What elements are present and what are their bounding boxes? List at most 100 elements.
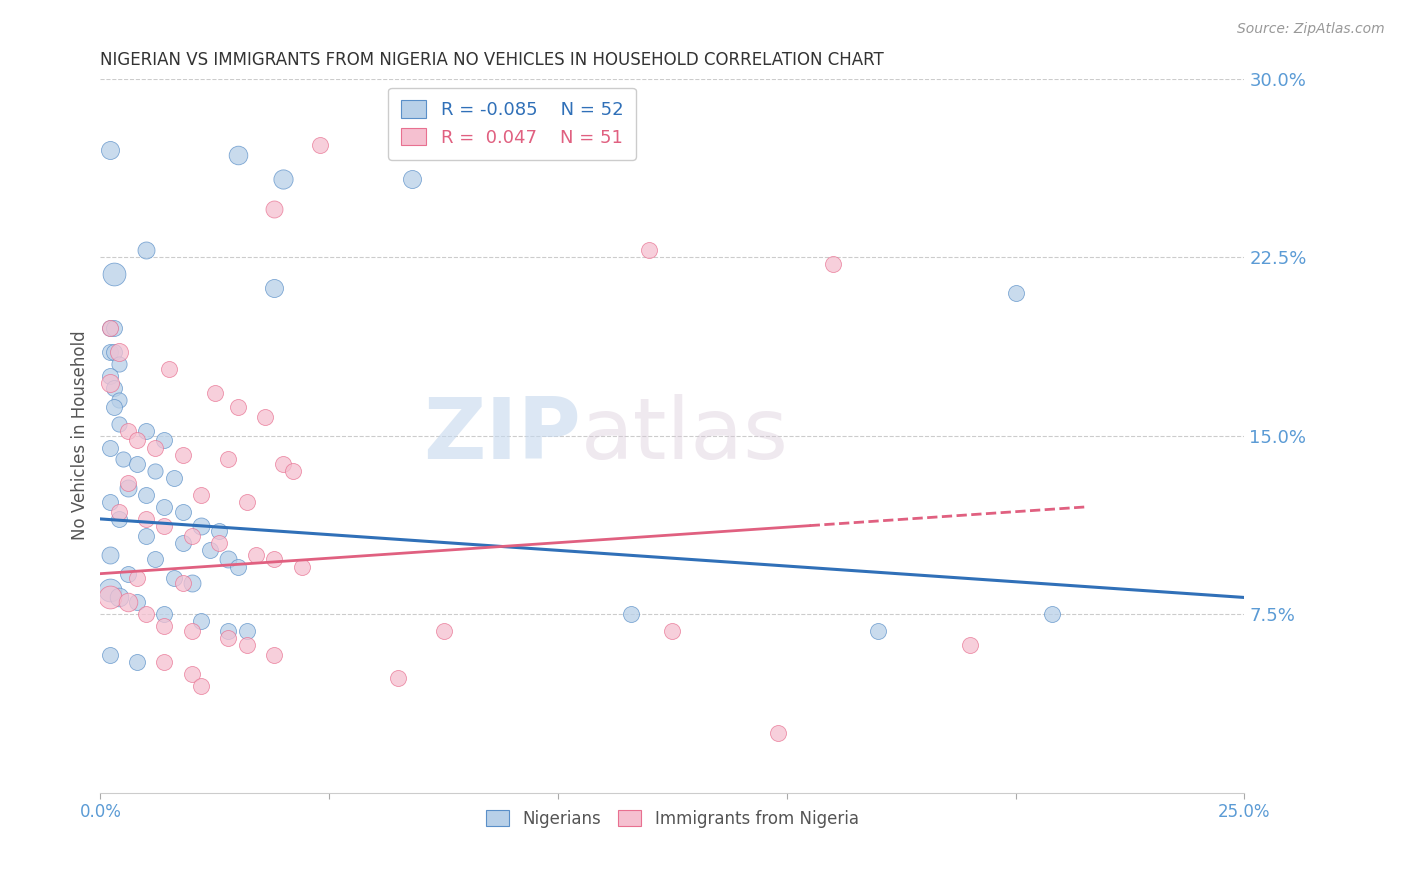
Point [153,500,176,514]
Point [98,369,121,384]
Point [432,624,454,638]
Point [107,392,129,407]
Point [263,281,285,295]
Point [254,409,277,424]
Point [218,452,240,467]
Point [180,528,202,542]
Point [117,424,139,438]
Point [98,591,121,605]
Point [291,559,314,574]
Point [198,542,221,557]
Point [401,171,423,186]
Point [153,607,176,621]
Point [135,512,157,526]
Point [387,672,409,686]
Point [226,147,249,161]
Point [959,638,981,652]
Point [117,481,139,495]
Text: ZIP: ZIP [423,394,581,477]
Point [162,571,184,585]
Point [1040,607,1063,621]
Point [143,464,166,478]
Point [157,362,180,376]
Point [208,524,231,538]
Point [135,528,157,542]
Point [309,138,332,153]
Point [98,376,121,391]
Point [245,548,267,562]
Point [153,434,176,448]
Point [162,471,184,485]
Text: Source: ZipAtlas.com: Source: ZipAtlas.com [1237,22,1385,37]
Point [868,624,890,638]
Point [180,576,202,591]
Point [208,535,231,549]
Point [263,552,285,566]
Point [190,488,212,502]
Text: atlas: atlas [581,394,789,477]
Point [98,441,121,455]
Point [281,464,304,478]
Point [125,434,148,448]
Point [143,552,166,566]
Point [107,417,129,431]
Point [98,495,121,509]
Point [135,424,157,438]
Point [98,548,121,562]
Point [180,624,202,638]
Point [236,495,259,509]
Point [263,202,285,217]
Text: NIGERIAN VS IMMIGRANTS FROM NIGERIA NO VEHICLES IN HOUSEHOLD CORRELATION CHART: NIGERIAN VS IMMIGRANTS FROM NIGERIA NO V… [100,51,884,69]
Point [103,321,125,335]
Point [153,619,176,633]
Y-axis label: No Vehicles in Household: No Vehicles in Household [72,331,89,541]
Point [821,257,844,271]
Point [135,243,157,257]
Point [153,655,176,669]
Point [107,357,129,371]
Point [226,559,249,574]
Point [172,505,194,519]
Point [98,648,121,662]
Point [180,666,202,681]
Point [125,457,148,471]
Point [190,679,212,693]
Point [273,457,295,471]
Point [112,452,135,467]
Point [1004,285,1026,300]
Point [172,576,194,591]
Point [117,566,139,581]
Point [236,638,259,652]
Point [107,505,129,519]
Point [107,591,129,605]
Point [125,655,148,669]
Point [153,519,176,533]
Point [135,607,157,621]
Point [766,726,789,740]
Point [103,400,125,414]
Point [620,607,643,621]
Point [190,519,212,533]
Point [226,400,249,414]
Point [125,595,148,609]
Point [263,648,285,662]
Point [273,171,295,186]
Point [172,535,194,549]
Point [125,571,148,585]
Legend: Nigerians, Immigrants from Nigeria: Nigerians, Immigrants from Nigeria [479,803,866,834]
Point [218,624,240,638]
Point [117,476,139,491]
Point [98,143,121,157]
Point [190,614,212,628]
Point [143,441,166,455]
Point [135,488,157,502]
Point [107,512,129,526]
Point [98,321,121,335]
Point [218,552,240,566]
Point [117,595,139,609]
Point [98,583,121,598]
Point [638,243,661,257]
Point [98,321,121,335]
Point [172,448,194,462]
Point [98,345,121,359]
